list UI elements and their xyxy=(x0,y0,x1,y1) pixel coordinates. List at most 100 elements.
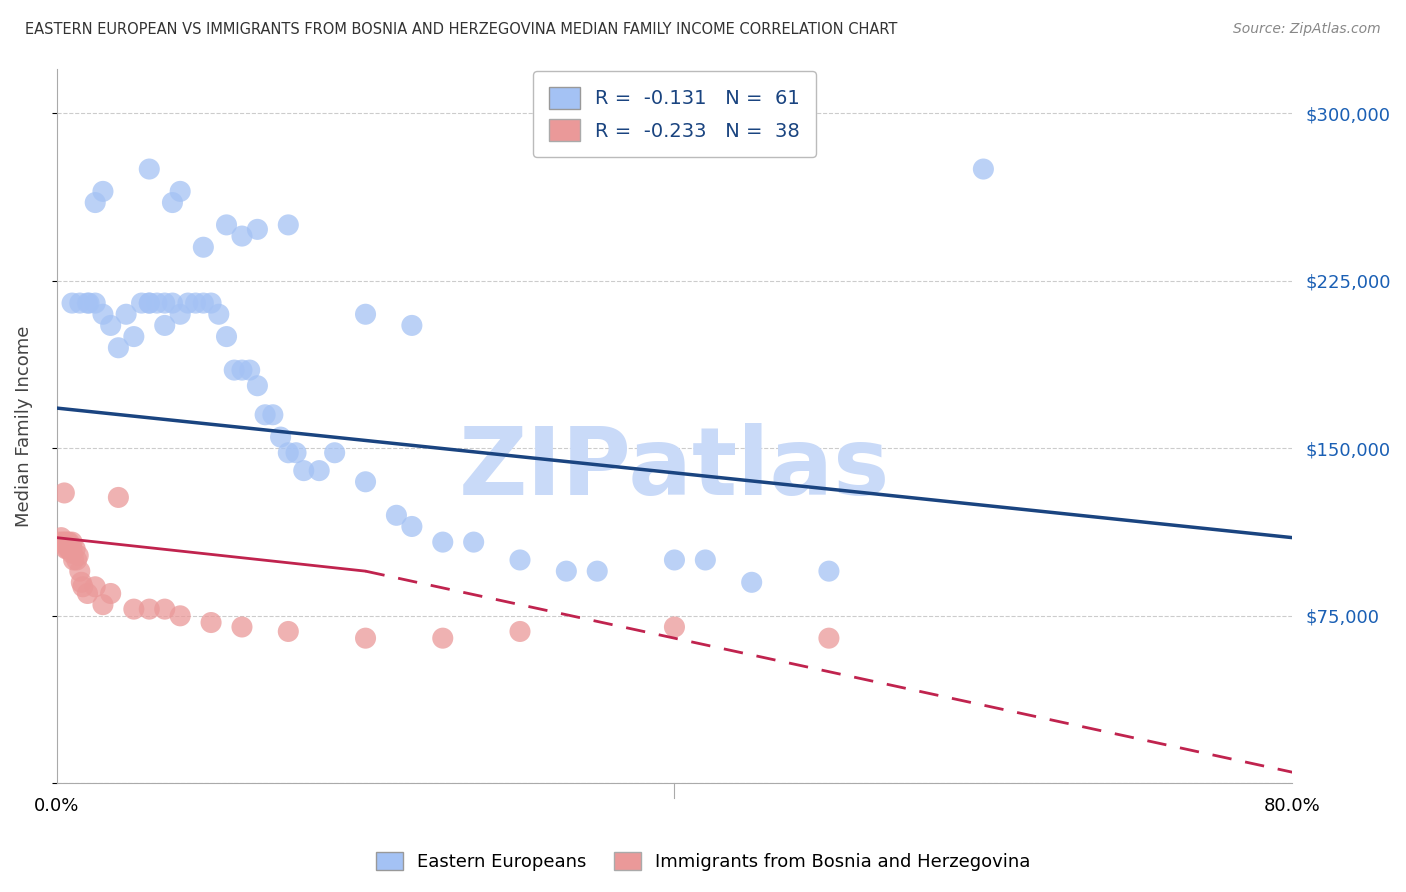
Point xyxy=(323,446,346,460)
Point xyxy=(586,564,609,578)
Point xyxy=(277,446,299,460)
Point xyxy=(385,508,408,523)
Point xyxy=(162,195,184,210)
Point xyxy=(292,464,315,478)
Point xyxy=(48,535,70,549)
Point xyxy=(58,541,80,556)
Point xyxy=(354,475,377,489)
Point xyxy=(246,378,269,392)
Point xyxy=(231,229,253,244)
Point xyxy=(91,185,114,199)
Point xyxy=(555,564,578,578)
Point xyxy=(115,307,138,321)
Point xyxy=(138,296,160,310)
Point xyxy=(308,464,330,478)
Text: EASTERN EUROPEAN VS IMMIGRANTS FROM BOSNIA AND HERZEGOVINA MEDIAN FAMILY INCOME : EASTERN EUROPEAN VS IMMIGRANTS FROM BOSN… xyxy=(25,22,897,37)
Point xyxy=(69,564,91,578)
Point xyxy=(184,296,207,310)
Point xyxy=(741,575,763,590)
Point xyxy=(131,296,153,310)
Point xyxy=(270,430,292,444)
Point xyxy=(60,546,83,560)
Point xyxy=(56,535,79,549)
Point xyxy=(401,519,423,533)
Point xyxy=(138,296,160,310)
Point xyxy=(509,553,531,567)
Point xyxy=(200,615,222,630)
Point xyxy=(153,602,176,616)
Point xyxy=(200,296,222,310)
Point xyxy=(664,553,686,567)
Point xyxy=(153,318,176,333)
Point xyxy=(122,329,145,343)
Point xyxy=(72,580,94,594)
Point xyxy=(169,185,191,199)
Point xyxy=(84,195,107,210)
Point xyxy=(53,535,76,549)
Point xyxy=(55,541,77,556)
Point xyxy=(60,535,83,549)
Point xyxy=(56,541,79,556)
Point xyxy=(63,541,86,556)
Point xyxy=(254,408,277,422)
Point xyxy=(972,162,994,177)
Point xyxy=(77,296,100,310)
Point xyxy=(277,218,299,232)
Point xyxy=(153,296,176,310)
Point xyxy=(107,491,129,505)
Point xyxy=(231,363,253,377)
Point xyxy=(70,575,93,590)
Point xyxy=(169,608,191,623)
Point xyxy=(84,580,107,594)
Point xyxy=(208,307,231,321)
Point xyxy=(463,535,485,549)
Point xyxy=(51,531,73,545)
Point xyxy=(91,307,114,321)
Point xyxy=(262,408,284,422)
Point xyxy=(76,296,98,310)
Point xyxy=(138,162,160,177)
Point xyxy=(818,564,841,578)
Point xyxy=(162,296,184,310)
Point xyxy=(432,631,454,645)
Point xyxy=(177,296,200,310)
Point xyxy=(695,553,717,567)
Point xyxy=(169,307,191,321)
Point xyxy=(354,307,377,321)
Point xyxy=(138,602,160,616)
Point xyxy=(818,631,841,645)
Y-axis label: Median Family Income: Median Family Income xyxy=(15,326,32,526)
Point xyxy=(401,318,423,333)
Point xyxy=(432,535,454,549)
Point xyxy=(193,240,215,254)
Point xyxy=(66,553,89,567)
Point xyxy=(664,620,686,634)
Point xyxy=(239,363,262,377)
Point xyxy=(84,296,107,310)
Point xyxy=(62,553,84,567)
Point xyxy=(67,549,90,563)
Point xyxy=(246,222,269,236)
Point xyxy=(100,586,122,600)
Point xyxy=(60,541,83,556)
Point xyxy=(122,602,145,616)
Point xyxy=(52,535,75,549)
Point xyxy=(59,541,82,556)
Point xyxy=(60,296,83,310)
Point xyxy=(69,296,91,310)
Point xyxy=(231,620,253,634)
Point xyxy=(107,341,129,355)
Point xyxy=(193,296,215,310)
Point xyxy=(76,586,98,600)
Point xyxy=(224,363,246,377)
Point xyxy=(53,486,76,500)
Point xyxy=(354,631,377,645)
Point xyxy=(215,218,238,232)
Point xyxy=(285,446,308,460)
Point xyxy=(215,329,238,343)
Point xyxy=(509,624,531,639)
Text: Source: ZipAtlas.com: Source: ZipAtlas.com xyxy=(1233,22,1381,37)
Legend: R =  -0.131   N =  61, R =  -0.233   N =  38: R = -0.131 N = 61, R = -0.233 N = 38 xyxy=(533,71,815,157)
Legend: Eastern Europeans, Immigrants from Bosnia and Herzegovina: Eastern Europeans, Immigrants from Bosni… xyxy=(368,845,1038,879)
Point xyxy=(100,318,122,333)
